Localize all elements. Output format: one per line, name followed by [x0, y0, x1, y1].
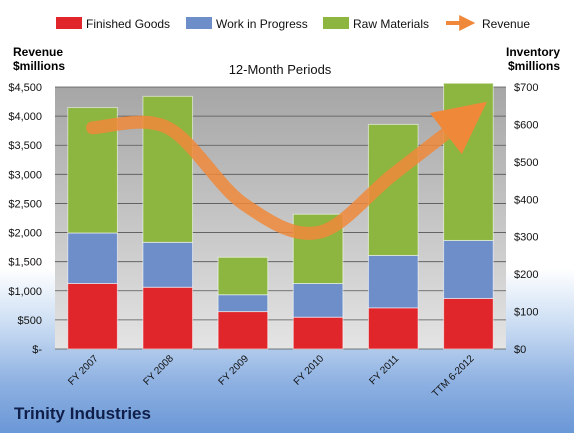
revenue-line-path: [86, 101, 487, 240]
right-tick-label: $200: [514, 269, 538, 281]
bar-finished-goods: [67, 283, 118, 350]
left-tick-label: $3,500: [8, 140, 42, 152]
right-axis-ticks: $0 $100 $200 $300 $400 $500 $600 $700: [514, 82, 538, 356]
left-tick-label: $2,500: [8, 198, 42, 210]
legend-item-raw-materials: Raw Materials: [323, 17, 429, 31]
legend-label-finished-goods: Finished Goods: [86, 17, 170, 31]
bar-work-in-progress: [142, 241, 194, 288]
left-tick-label: $2,000: [8, 228, 42, 240]
right-tick-label: $500: [514, 157, 538, 169]
left-tick-label: $-: [32, 344, 42, 356]
legend-swatch-work-in-progress: [186, 17, 212, 29]
bar-work-in-progress: [292, 283, 344, 318]
left-axis-title-line2: $millions: [13, 59, 65, 73]
category-label: FY 2007: [66, 353, 101, 388]
right-tick-label: $100: [514, 307, 538, 319]
left-tick-label: $1,500: [8, 257, 42, 269]
left-axis-title-line1: Revenue: [13, 45, 63, 59]
right-tick-label: $0: [514, 344, 526, 356]
right-axis-title-line1: Inventory: [506, 45, 560, 59]
right-axis-title-line2: $millions: [508, 59, 560, 73]
left-tick-label: $4,000: [8, 111, 42, 123]
right-tick-label: $400: [514, 194, 538, 206]
bar-finished-goods: [443, 297, 494, 350]
legend-label-revenue: Revenue: [482, 17, 530, 31]
bar-raw-materials: [217, 256, 269, 296]
legend-label-raw-materials: Raw Materials: [353, 17, 429, 31]
bar-finished-goods: [217, 311, 269, 350]
revenue-line: [86, 101, 487, 240]
bar-finished-goods: [292, 316, 344, 350]
left-tick-label: $3,000: [8, 169, 42, 181]
bar-finished-goods: [367, 307, 419, 350]
left-axis-ticks: $- $500 $1,000 $1,500 $2,000 $2,500 $3,000 $3,5…: [8, 82, 42, 356]
category-label: FY 2008: [141, 353, 176, 388]
category-label: FY 2009: [217, 353, 252, 388]
legend-label-work-in-progress: Work in Progress: [216, 17, 308, 31]
category-labels: FY 2007 FY 2008 FY 2009 FY 2010 FY 2011 TTM 6…: [66, 353, 477, 400]
category-label: TTM 6-2012: [430, 353, 477, 400]
legend-item-finished-goods: Finished Goods: [56, 17, 170, 31]
right-tick-label: $600: [514, 119, 538, 131]
left-tick-label: $1,000: [8, 286, 42, 298]
legend: Finished Goods Work in Progress Raw Mate…: [56, 15, 530, 31]
category-label: FY 2010: [292, 353, 327, 388]
left-tick-label: $4,500: [8, 82, 42, 94]
legend-swatch-finished-goods: [56, 17, 82, 29]
bar-work-in-progress: [67, 232, 118, 285]
legend-swatch-raw-materials: [323, 17, 349, 29]
company-name: Trinity Industries: [14, 404, 151, 423]
bar-finished-goods: [142, 286, 194, 350]
category-label: FY 2011: [368, 353, 402, 387]
chart-title: 12-Month Periods: [229, 62, 332, 77]
legend-item-revenue: Revenue: [446, 15, 530, 31]
legend-item-work-in-progress: Work in Progress: [186, 17, 308, 31]
bar-work-in-progress: [443, 239, 494, 299]
bar-work-in-progress: [217, 294, 269, 313]
bar-work-in-progress: [367, 254, 419, 309]
bar-raw-materials: [443, 82, 494, 241]
right-tick-label: $700: [514, 82, 538, 94]
left-tick-label: $500: [18, 315, 42, 327]
right-tick-label: $300: [514, 232, 538, 244]
